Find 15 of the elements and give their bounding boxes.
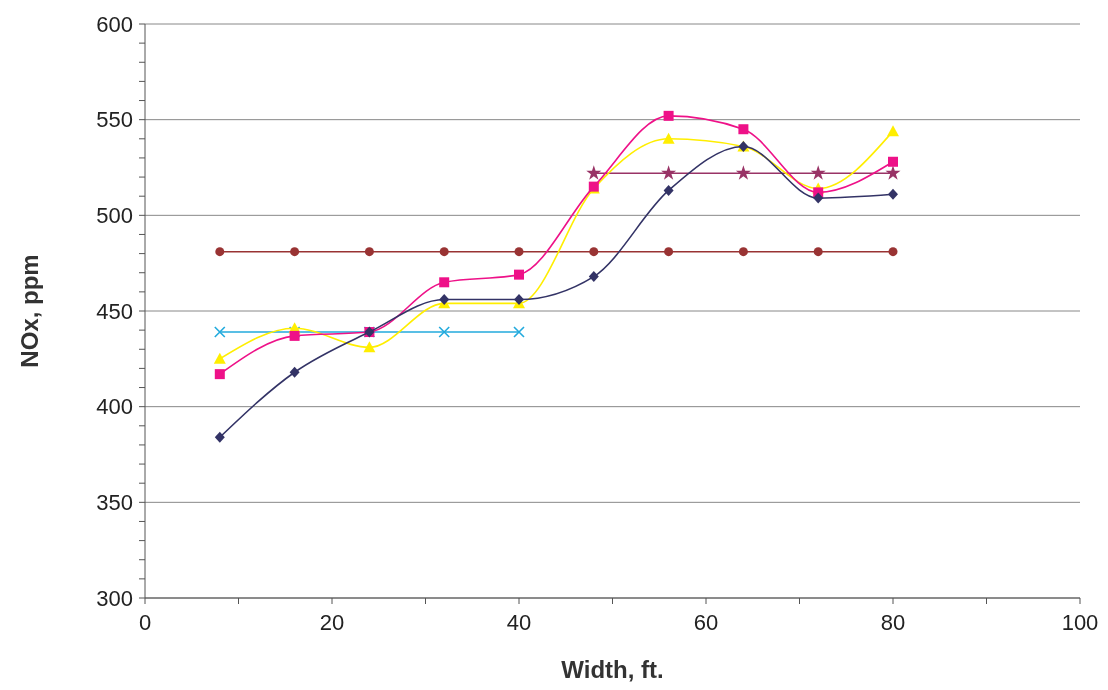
y-tick-label: 600 bbox=[96, 11, 133, 37]
y-tick-label: 300 bbox=[96, 585, 133, 611]
x-tick-label: 100 bbox=[1061, 610, 1099, 635]
x-tick-label: 60 bbox=[693, 610, 719, 635]
y-tick-label: 350 bbox=[96, 490, 133, 516]
x-tick-label: 20 bbox=[319, 610, 345, 635]
y-tick-label: 450 bbox=[96, 298, 133, 324]
x-axis-title: Width, ft. bbox=[561, 656, 664, 683]
x-tick-label: 80 bbox=[880, 610, 906, 635]
x-tick-label: 40 bbox=[506, 610, 532, 635]
x-tick-label: 0 bbox=[138, 610, 152, 635]
y-axis-title: NOx, ppm bbox=[16, 254, 43, 368]
y-tick-label: 400 bbox=[96, 394, 133, 420]
y-tick-label: 550 bbox=[96, 107, 133, 133]
y-tick-label: 500 bbox=[96, 203, 133, 229]
